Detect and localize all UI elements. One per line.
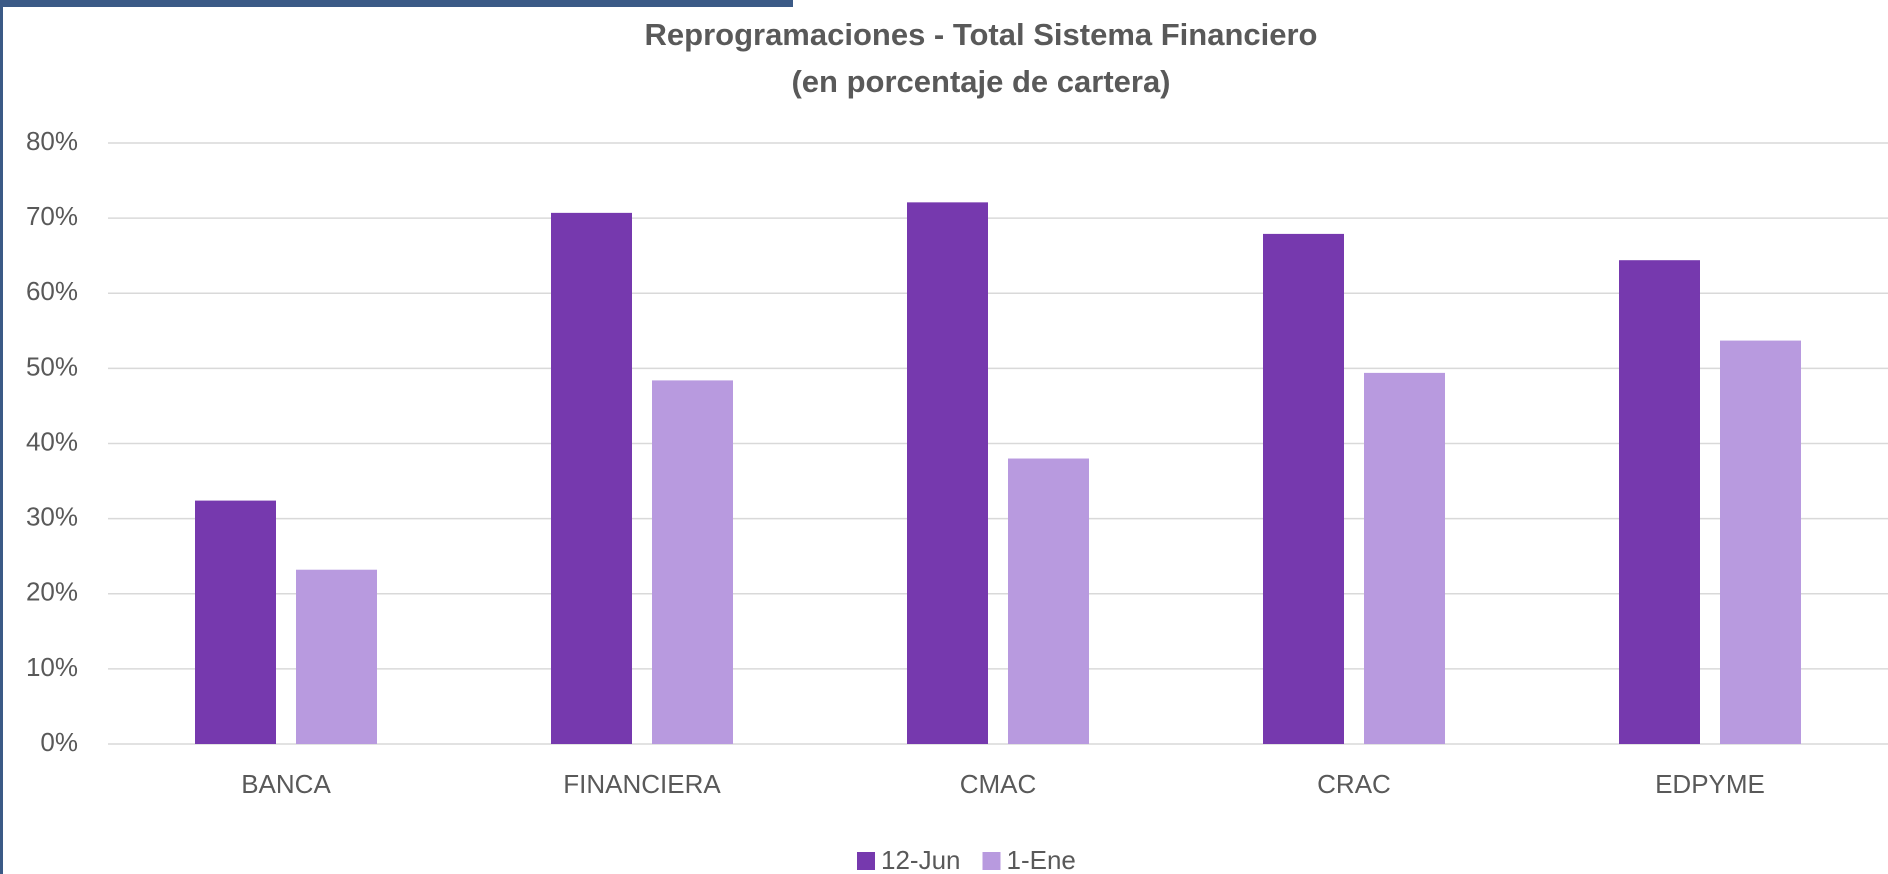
x-tick-label: CRAC <box>1317 769 1391 799</box>
legend-label: 12-Jun <box>881 845 961 874</box>
y-tick-label: 50% <box>26 351 78 381</box>
x-tick-label: EDPYME <box>1655 769 1765 799</box>
chart-subtitle: (en porcentaje de cartera) <box>791 64 1170 99</box>
y-tick-label: 30% <box>26 502 78 532</box>
chart-title: Reprogramaciones - Total Sistema Financi… <box>645 17 1318 52</box>
y-tick-label: 40% <box>26 426 78 456</box>
bar <box>1720 340 1801 744</box>
left-border <box>0 0 3 874</box>
top-accent <box>0 0 793 7</box>
bar <box>907 202 988 744</box>
y-tick-label: 0% <box>40 727 78 757</box>
x-tick-label: FINANCIERA <box>563 769 721 799</box>
bar <box>296 569 377 744</box>
bar <box>1263 233 1344 744</box>
legend-swatch <box>857 852 875 870</box>
y-tick-label: 10% <box>26 652 78 682</box>
legend-label: 1-Ene <box>1007 845 1076 874</box>
bar <box>551 212 632 744</box>
legend-swatch <box>982 852 1001 870</box>
x-tick-label: CMAC <box>960 769 1037 799</box>
y-tick-label: 80% <box>26 126 78 156</box>
x-tick-label: BANCA <box>241 769 331 799</box>
y-tick-label: 60% <box>26 276 78 306</box>
bar <box>195 500 276 744</box>
bar <box>1619 260 1700 744</box>
y-tick-label: 70% <box>26 201 78 231</box>
bar <box>1364 372 1445 744</box>
y-tick-label: 20% <box>26 577 78 607</box>
bar <box>652 380 733 744</box>
bar <box>1008 458 1089 744</box>
